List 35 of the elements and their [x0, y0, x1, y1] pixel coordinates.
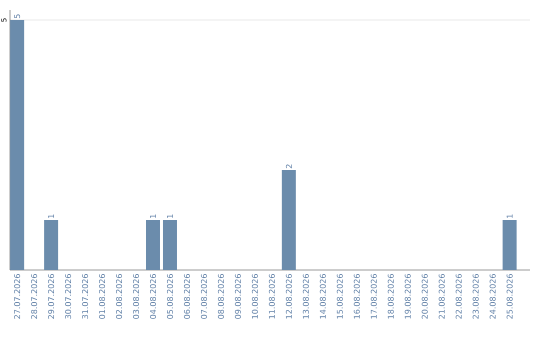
- data-label: 1: [506, 214, 513, 218]
- x-tick-label: 05.08.2026: [166, 274, 173, 319]
- data-label: 1: [167, 214, 173, 218]
- x-tick-label: 15.08.2026: [336, 274, 343, 318]
- x-tick-label: 11.08.2026: [268, 274, 275, 318]
- x-tick-label: 09.08.2026: [234, 274, 241, 319]
- x-tick-label: 23.08.2026: [472, 274, 479, 319]
- x-tick-label: 29.07.2026: [48, 274, 54, 319]
- x-tick-label: 13.08.2026: [302, 274, 309, 318]
- x-tick-label: 12.08.2026: [286, 274, 292, 318]
- data-label: 1: [150, 214, 156, 218]
- x-tick-label: 31.07.2026: [82, 274, 88, 319]
- x-tick-label: 10.08.2026: [252, 274, 258, 318]
- x-tick-label: 21.08.2026: [438, 274, 445, 319]
- x-tick-label: 14.08.2026: [320, 274, 326, 318]
- x-tick-label: 17.08.2026: [370, 274, 377, 318]
- x-tick-label: 07.08.2026: [200, 274, 207, 319]
- x-tick-label: 02.08.2026: [116, 274, 122, 319]
- x-tick-label: 27.07.2026: [14, 274, 20, 319]
- x-tick-label: 06.08.2026: [184, 274, 190, 319]
- x-tick-label: 22.08.2026: [456, 274, 462, 319]
- data-label: 2: [286, 164, 292, 168]
- x-tick-label: 01.08.2026: [99, 274, 106, 319]
- x-tick-label: 30.07.2026: [65, 274, 72, 319]
- x-tick-label: 04.08.2026: [150, 274, 156, 319]
- x-tick-label: 24.08.2026: [490, 274, 496, 319]
- x-tick-label: 18.08.2026: [388, 274, 394, 318]
- x-tick-label: 16.08.2026: [354, 274, 360, 318]
- x-tick-label: 20.08.2026: [422, 274, 428, 319]
- x-tick-label: 08.08.2026: [218, 274, 224, 319]
- x-tick-label: 28.07.2026: [31, 274, 38, 319]
- x-tick-label: 19.08.2026: [404, 274, 411, 318]
- x-tick-label: 03.08.2026: [132, 274, 140, 319]
- data-label: 1: [48, 214, 54, 218]
- x-tick-label: 25.08.2026: [506, 274, 513, 319]
